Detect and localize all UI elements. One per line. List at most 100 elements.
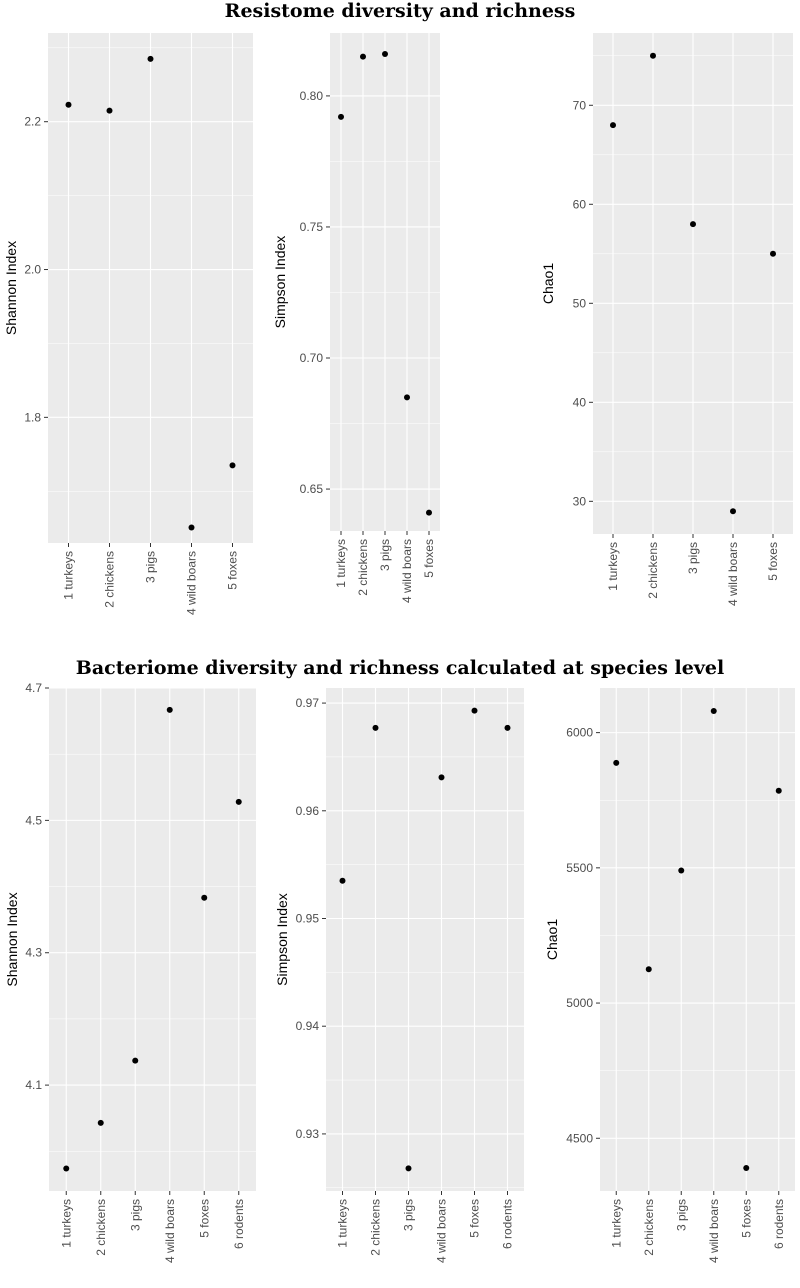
resistome-chao1-point-1-turkeys: [610, 122, 616, 129]
bacteriome-chao1-point-6-rodents: [775, 787, 782, 794]
resistome-chao1-x-tick-label-5-foxes: 5 foxes: [766, 542, 780, 581]
bacteriome-simpson-y-tick-label: 0.96: [296, 804, 320, 818]
resistome-shannon-point-3-pigs: [147, 55, 154, 62]
resistome-shannon-y-tick-label: 2.2: [24, 115, 41, 129]
resistome-shannon-x-tick-label-2-chickens: 2 chickens: [103, 551, 117, 608]
bacteriome-simpson-point-2-chickens: [372, 724, 379, 731]
resistome-shannon-x-tick-label-1-turkeys: 1 turkeys: [62, 551, 76, 600]
resistome-chao1-y-axis-title: Chao1: [540, 263, 556, 304]
resistome-chao1-y-tick-label: 50: [573, 296, 587, 310]
bacteriome-chao1-point-5-foxes: [743, 1165, 750, 1172]
resistome-simpson-point-2-chickens: [360, 53, 366, 60]
bacteriome-shannon-point-5-foxes: [201, 894, 208, 901]
bacteriome-shannon-point-3-pigs: [132, 1057, 139, 1064]
resistome-chao1-x-tick-label-1-turkeys: 1 turkeys: [606, 542, 620, 591]
bacteriome-simpson-point-3-pigs: [405, 1165, 412, 1172]
bacteriome-simpson-x-tick-label-1-turkeys: 1 turkeys: [336, 1199, 350, 1248]
resistome-simpson-x-tick-label-2-chickens: 2 chickens: [356, 539, 370, 596]
resistome-chao1-x-tick-label-4-wild-boars: 4 wild boars: [726, 542, 740, 606]
bacteriome-simpson-y-tick-label: 0.94: [296, 1019, 320, 1033]
bacteriome-chao1-background: [600, 688, 795, 1191]
bacteriome-simpson-background: [326, 688, 524, 1191]
resistome-simpson-x-tick-label-1-turkeys: 1 turkeys: [334, 539, 348, 588]
bacteriome-chao1-y-axis-title: Chao1: [544, 919, 560, 960]
bacteriome-simpson-x-tick-label-5-foxes: 5 foxes: [468, 1199, 482, 1238]
bacteriome-chao1-point-3-pigs: [678, 867, 685, 874]
resistome-shannon-y-axis-title: Shannon Index: [3, 241, 19, 335]
resistome-simpson-point-1-turkeys: [338, 113, 344, 120]
bacteriome-simpson-y-tick-label: 0.95: [296, 911, 320, 925]
resistome-chao1-x-tick-label-3-pigs: 3 pigs: [686, 542, 700, 574]
resistome-shannon-y-tick-label: 2.0: [24, 263, 41, 277]
bacteriome-simpson-x-tick-label-6-rodents: 6 rodents: [501, 1199, 515, 1249]
bacteriome-shannon-x-tick-label-6-rodents: 6 rodents: [232, 1199, 246, 1249]
resistome-shannon-point-2-chickens: [106, 107, 113, 114]
resistome-chao1-x-tick-label-2-chickens: 2 chickens: [646, 542, 660, 599]
resistome-shannon-point-1-turkeys: [65, 101, 72, 108]
resistome-chao1-y-tick-label: 70: [573, 98, 587, 112]
resistome-shannon-x-tick-label-3-pigs: 3 pigs: [144, 551, 158, 583]
bacteriome-shannon-y-tick-label: 4.3: [25, 946, 42, 960]
resistome-simpson-x-tick-label-3-pigs: 3 pigs: [378, 539, 392, 571]
resistome-chao1-point-3-pigs: [690, 221, 696, 228]
resistome-simpson-y-tick-label: 0.70: [300, 351, 324, 365]
bacteriome-shannon-y-tick-label: 4.5: [25, 813, 42, 827]
resistome-chao1-y-tick-label: 60: [573, 197, 587, 211]
bacteriome-chao1-y-tick-label: 4500: [566, 1131, 593, 1145]
resistome-chao1-point-4-wild-boars: [730, 508, 736, 515]
resistome-simpson-point-5-foxes: [426, 509, 432, 516]
bacteriome-simpson-y-tick-label: 0.97: [296, 696, 320, 710]
bacteriome-chao1-point-4-wild-boars: [710, 707, 717, 714]
resistome-shannon-point-4-wild-boars: [188, 524, 195, 531]
bacteriome-simpson-point-6-rodents: [504, 724, 511, 731]
bacteriome-simpson-y-tick-label: 0.93: [296, 1127, 320, 1141]
bacteriome-shannon-y-tick-label: 4.7: [25, 681, 42, 695]
resistome-shannon-y-tick-label: 1.8: [24, 410, 41, 424]
resistome-simpson-y-tick-label: 0.65: [300, 482, 324, 496]
bacteriome-chao1-x-tick-label-5-foxes: 5 foxes: [739, 1199, 753, 1238]
bacteriome-chao1-y-tick-label: 5000: [566, 996, 593, 1010]
resistome-section-title: Resistome diversity and richness: [224, 0, 576, 22]
bacteriome-shannon-point-6-rodents: [235, 798, 242, 805]
bacteriome-shannon-point-1-turkeys: [63, 1165, 70, 1172]
bacteriome-chao1-x-tick-label-2-chickens: 2 chickens: [642, 1199, 656, 1256]
bacteriome-chao1-y-tick-label: 5500: [566, 861, 593, 875]
resistome-simpson-point-4-wild-boars: [404, 394, 410, 401]
bacteriome-shannon-x-tick-label-2-chickens: 2 chickens: [94, 1199, 108, 1256]
bacteriome-simpson-x-tick-label-4-wild-boars: 4 wild boars: [435, 1199, 449, 1263]
resistome-chao1-point-2-chickens: [650, 52, 656, 59]
resistome-shannon-x-tick-label-4-wild-boars: 4 wild boars: [185, 551, 199, 615]
bacteriome-shannon-point-4-wild-boars: [166, 706, 173, 713]
bacteriome-shannon-x-tick-label-4-wild-boars: 4 wild boars: [163, 1199, 177, 1263]
resistome-simpson-x-tick-label-4-wild-boars: 4 wild boars: [400, 539, 414, 603]
resistome-simpson-y-tick-label: 0.80: [300, 89, 324, 103]
bacteriome-shannon-y-axis-title: Shannon Index: [4, 892, 20, 986]
resistome-shannon-point-5-foxes: [229, 462, 236, 469]
bacteriome-simpson-x-tick-label-2-chickens: 2 chickens: [369, 1199, 383, 1256]
bacteriome-section-title: Bacteriome diversity and richness calcul…: [75, 657, 725, 679]
bacteriome-shannon-x-tick-label-3-pigs: 3 pigs: [128, 1199, 142, 1231]
bacteriome-chao1-x-tick-label-1-turkeys: 1 turkeys: [609, 1199, 623, 1248]
bacteriome-shannon-point-2-chickens: [97, 1119, 104, 1126]
bacteriome-simpson-point-4-wild-boars: [438, 774, 445, 781]
bacteriome-shannon-background: [49, 688, 256, 1191]
resistome-chao1-y-tick-label: 40: [573, 395, 587, 409]
resistome-simpson-x-tick-label-5-foxes: 5 foxes: [422, 539, 436, 578]
bacteriome-simpson-point-1-turkeys: [339, 877, 346, 884]
bacteriome-simpson-point-5-foxes: [471, 707, 478, 714]
bacteriome-chao1-point-1-turkeys: [613, 759, 620, 766]
bacteriome-chao1-y-tick-label: 6000: [566, 726, 593, 740]
bacteriome-chao1-x-tick-label-6-rodents: 6 rodents: [772, 1199, 786, 1249]
bacteriome-shannon-x-tick-label-1-turkeys: 1 turkeys: [59, 1199, 73, 1248]
bacteriome-chao1-point-2-chickens: [645, 966, 652, 973]
resistome-chao1-y-tick-label: 30: [573, 494, 587, 508]
resistome-simpson-point-3-pigs: [382, 50, 388, 57]
bacteriome-chao1-x-tick-label-3-pigs: 3 pigs: [674, 1199, 688, 1231]
bacteriome-shannon-x-tick-label-5-foxes: 5 foxes: [197, 1199, 211, 1238]
bacteriome-simpson-y-axis-title: Simpson Index: [274, 893, 290, 986]
